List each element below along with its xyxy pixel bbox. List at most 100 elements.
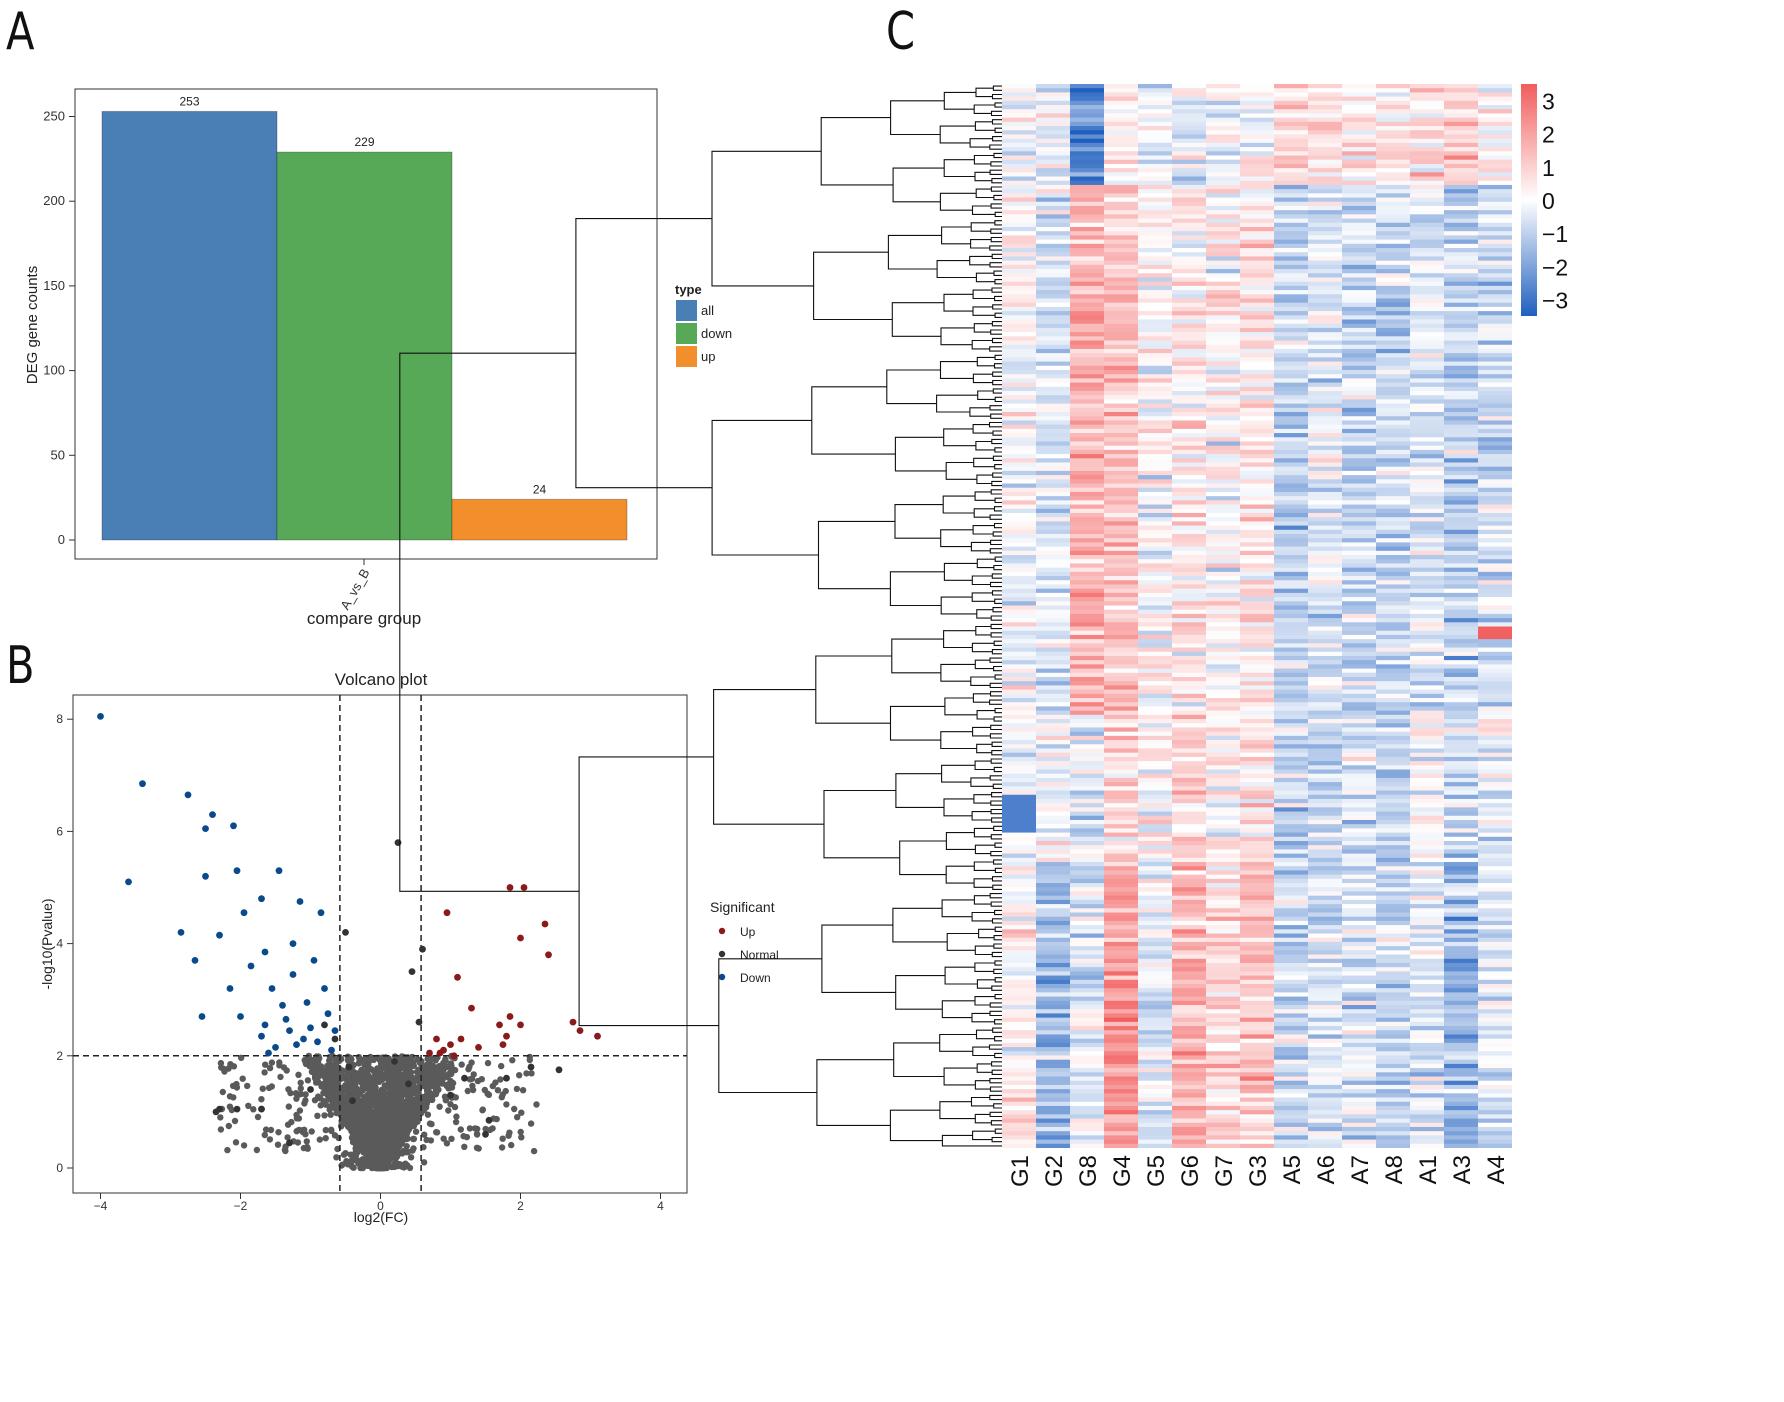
heatmap-cell bbox=[1410, 285, 1445, 291]
heatmap-cell bbox=[1444, 130, 1479, 135]
heatmap-cell bbox=[1444, 243, 1479, 249]
heatmap-cell bbox=[1478, 407, 1512, 413]
heatmap-cell bbox=[1036, 235, 1071, 241]
heatmap-cell bbox=[1376, 92, 1411, 98]
heatmap-cell bbox=[1172, 584, 1207, 590]
heatmap-cell bbox=[1308, 243, 1343, 249]
dendrogram-branch bbox=[989, 1078, 1002, 1084]
heatmap-cell bbox=[1104, 109, 1139, 114]
heatmap-cell bbox=[1376, 500, 1411, 506]
heatmap-cell bbox=[1240, 559, 1275, 564]
volcano-title: Volcano plot bbox=[335, 670, 428, 689]
heatmap-cell bbox=[1172, 369, 1207, 375]
heatmap-cell bbox=[1376, 214, 1411, 220]
heatmap-cell bbox=[1070, 323, 1105, 329]
heatmap-cell bbox=[1104, 84, 1139, 89]
heatmap-cell bbox=[1478, 319, 1512, 325]
heatmap-cell bbox=[1240, 159, 1275, 165]
heatmap-cell bbox=[1172, 155, 1207, 161]
heatmap-cell bbox=[1070, 172, 1105, 178]
heatmap-cell bbox=[1206, 197, 1241, 203]
heatmap-cell bbox=[1070, 538, 1105, 543]
heatmap-cell bbox=[1104, 416, 1139, 421]
heatmap-cell bbox=[1002, 567, 1037, 573]
heatmap-cell bbox=[1104, 529, 1139, 535]
heatmap-cell bbox=[1070, 290, 1105, 295]
heatmap-cell bbox=[1308, 180, 1343, 186]
heatmap-cell bbox=[1002, 525, 1037, 531]
heatmap-cell bbox=[1308, 294, 1343, 299]
heatmap-cell bbox=[1478, 96, 1512, 102]
dendrogram-branch bbox=[945, 865, 975, 884]
heatmap-cell bbox=[1240, 479, 1275, 485]
heatmap-cell bbox=[1444, 290, 1479, 295]
dendrogram-branch bbox=[972, 525, 995, 535]
heatmap-cell bbox=[1206, 159, 1241, 165]
heatmap-cell bbox=[1342, 458, 1377, 463]
dendrogram-branch bbox=[939, 1101, 976, 1120]
heatmap-cell bbox=[1172, 147, 1207, 152]
heatmap-cell bbox=[1376, 525, 1411, 531]
heatmap-cell bbox=[1138, 563, 1173, 569]
heatmap-cell bbox=[1308, 218, 1343, 224]
heatmap-cell bbox=[1444, 433, 1479, 438]
heatmap-cell bbox=[1240, 374, 1275, 379]
heatmap-cell bbox=[1002, 235, 1037, 241]
heatmap-cell bbox=[1478, 340, 1512, 346]
heatmap-cell bbox=[1172, 483, 1207, 489]
heatmap-cell bbox=[1376, 319, 1411, 325]
heatmap-cell bbox=[1070, 487, 1105, 493]
heatmap-cell bbox=[1070, 496, 1105, 501]
heatmap-cell bbox=[1138, 529, 1173, 535]
heatmap-cell bbox=[1478, 491, 1512, 497]
heatmap-cell bbox=[1206, 567, 1241, 573]
dendrogram-branch bbox=[940, 596, 977, 615]
heatmap-cell bbox=[1444, 391, 1479, 396]
heatmap-cell bbox=[1308, 584, 1343, 590]
heatmap-cell bbox=[1138, 437, 1173, 442]
heatmap-cell bbox=[1104, 290, 1139, 295]
heatmap-cell bbox=[1172, 100, 1207, 106]
heatmap-cell bbox=[1444, 475, 1479, 480]
heatmap-cell bbox=[1308, 147, 1343, 152]
heatmap-cell bbox=[1104, 340, 1139, 346]
heatmap-cell bbox=[1478, 294, 1512, 299]
heatmap-cell bbox=[1070, 378, 1105, 384]
heatmap-cell bbox=[1002, 576, 1037, 581]
heatmap-cell bbox=[1002, 504, 1037, 510]
dendrogram-branch bbox=[973, 794, 992, 804]
heatmap-cell bbox=[1342, 336, 1377, 342]
heatmap-cell bbox=[1104, 437, 1139, 442]
heatmap-cell bbox=[1036, 281, 1071, 287]
heatmap-cell bbox=[1002, 466, 1037, 472]
heatmap-cell bbox=[1444, 121, 1479, 127]
heatmap-cell bbox=[1070, 420, 1105, 426]
heatmap-cell bbox=[1070, 214, 1105, 220]
heatmap-cell bbox=[1104, 92, 1139, 98]
heatmap-cell bbox=[1002, 416, 1037, 421]
heatmap-cell bbox=[1036, 395, 1071, 400]
heatmap-cell bbox=[1172, 567, 1207, 573]
heatmap-cell bbox=[1002, 306, 1037, 312]
heatmap-cell bbox=[1036, 374, 1071, 379]
heatmap-cell bbox=[1376, 462, 1411, 468]
heatmap-cell bbox=[1070, 155, 1105, 161]
heatmap-cell bbox=[1002, 315, 1037, 321]
heatmap-cell bbox=[1036, 571, 1071, 577]
heatmap-cell bbox=[1002, 117, 1037, 123]
heatmap-cell bbox=[1342, 466, 1377, 472]
heatmap-cell bbox=[1342, 428, 1377, 434]
heatmap-cell bbox=[1138, 130, 1173, 135]
heatmap-cell bbox=[1002, 487, 1037, 493]
dendrogram-branch bbox=[820, 117, 894, 186]
heatmap-cell bbox=[1206, 542, 1241, 548]
heatmap-cell bbox=[1206, 172, 1241, 178]
heatmap-cell bbox=[1172, 454, 1207, 459]
heatmap-cell bbox=[1240, 433, 1275, 438]
heatmap-cell bbox=[1036, 298, 1071, 304]
heatmap-cell bbox=[1308, 491, 1343, 497]
heatmap-cell bbox=[1376, 395, 1411, 400]
heatmap-cell bbox=[1444, 226, 1479, 232]
heatmap-cell bbox=[1376, 357, 1411, 363]
heatmap-cell bbox=[1444, 458, 1479, 463]
